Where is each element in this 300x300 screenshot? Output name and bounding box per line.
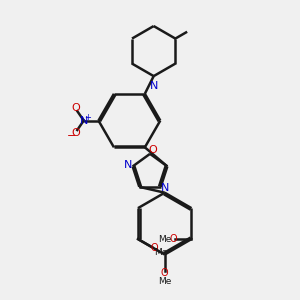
Text: O: O xyxy=(161,268,169,278)
Text: −: − xyxy=(67,131,77,141)
Text: Me: Me xyxy=(158,235,171,244)
Text: O: O xyxy=(150,243,158,253)
Text: Me: Me xyxy=(158,277,171,286)
Text: N: N xyxy=(124,160,132,170)
Text: N: N xyxy=(149,80,158,91)
Text: +: + xyxy=(84,112,91,122)
Text: N: N xyxy=(161,183,169,193)
Text: O: O xyxy=(148,145,157,155)
Text: N: N xyxy=(80,116,88,126)
Text: Me: Me xyxy=(154,248,168,257)
Text: O: O xyxy=(71,103,80,113)
Text: O: O xyxy=(169,234,177,244)
Text: O: O xyxy=(71,128,80,138)
